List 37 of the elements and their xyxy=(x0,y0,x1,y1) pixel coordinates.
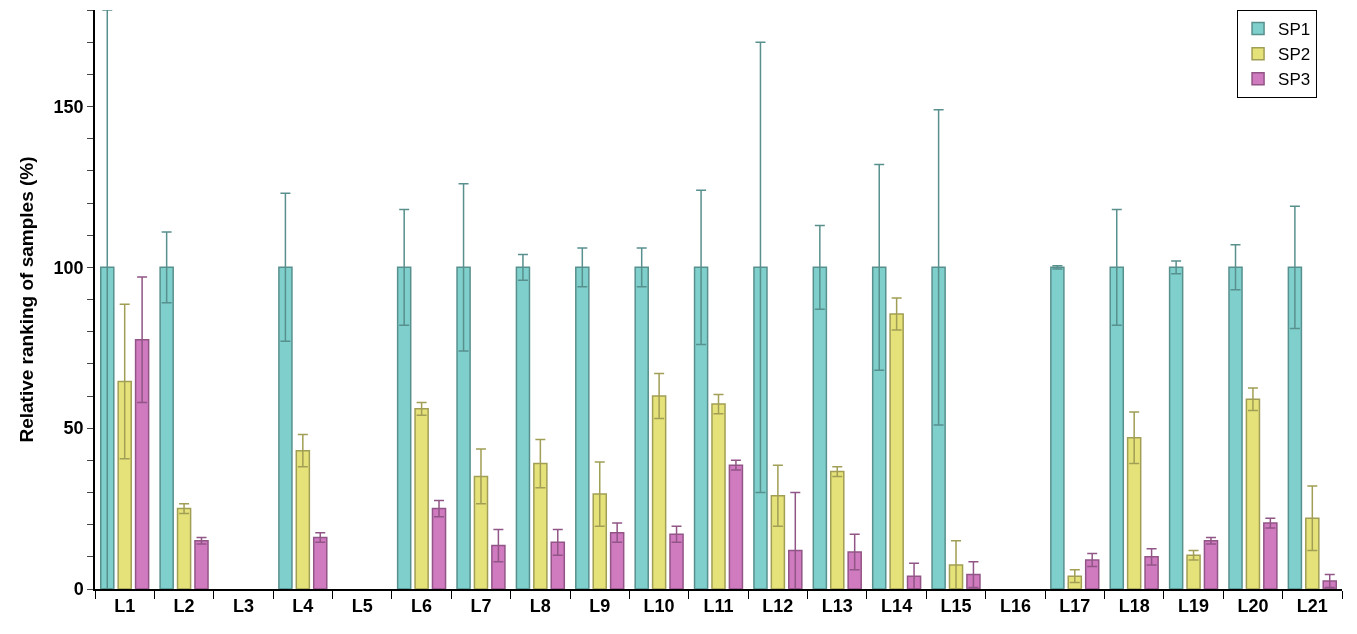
x-tick-label: L5 xyxy=(351,596,373,617)
y-tick-label: 50 xyxy=(63,418,84,439)
x-tick-label: L10 xyxy=(643,596,675,617)
x-tick-label: L8 xyxy=(529,596,551,617)
x-tick-label: L20 xyxy=(1237,596,1269,617)
x-tick-label: L16 xyxy=(999,596,1031,617)
x-tick-label: L21 xyxy=(1296,596,1328,617)
x-tick-label: L11 xyxy=(703,596,734,617)
bar xyxy=(1186,554,1201,589)
bar xyxy=(312,536,328,589)
x-tick-label: L2 xyxy=(173,596,195,617)
legend-label: SP2 xyxy=(1278,45,1311,65)
bar xyxy=(194,540,209,589)
y-tick-label: 0 xyxy=(73,579,84,600)
bar xyxy=(1050,266,1065,589)
x-tick-label: L7 xyxy=(470,596,492,617)
bar xyxy=(829,470,845,589)
x-tick-label: L18 xyxy=(1118,596,1150,617)
bar xyxy=(176,507,192,589)
bar xyxy=(1203,540,1219,589)
x-tick-label: L13 xyxy=(821,596,853,617)
x-tick-label: L12 xyxy=(762,596,794,617)
bar xyxy=(728,464,744,589)
x-tick-label: L4 xyxy=(292,596,314,617)
x-tick-label: L1 xyxy=(114,596,136,617)
x-tick-label: L6 xyxy=(411,596,433,617)
x-tick-label: L9 xyxy=(589,596,611,617)
legend-label: SP1 xyxy=(1278,20,1311,40)
x-tick-label: L14 xyxy=(881,596,913,617)
x-tick-label: L3 xyxy=(232,596,254,617)
y-tick-label: 100 xyxy=(53,257,84,278)
legend-label: SP3 xyxy=(1278,70,1311,90)
y-tick-label: 150 xyxy=(53,96,84,117)
x-tick-label: L19 xyxy=(1178,596,1210,617)
x-tick-label: L15 xyxy=(940,596,972,617)
y-axis-title: Relative ranking of samples (%) xyxy=(15,156,37,443)
x-tick-label: L17 xyxy=(1059,596,1091,617)
